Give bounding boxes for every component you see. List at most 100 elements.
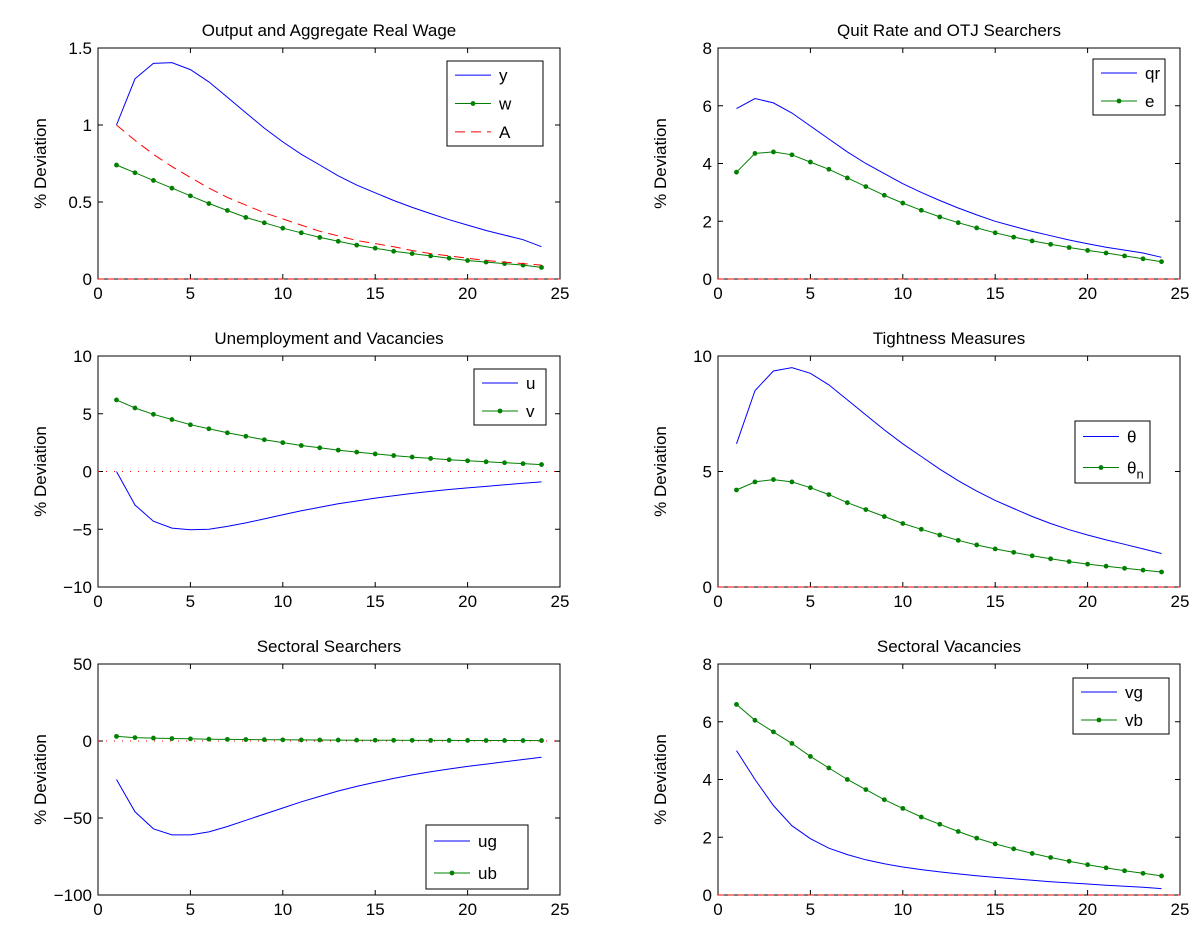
series-line-0 [736,97,1162,258]
data-point [881,514,887,519]
legend-label: vb [1125,711,1143,730]
data-point [771,149,776,155]
data-point [372,451,378,457]
data-point [844,500,850,506]
data-point [280,737,286,743]
data-point [974,542,980,548]
legend-box [1072,677,1170,735]
data-point [391,248,397,254]
data-point [1140,870,1146,876]
data-point [1140,567,1146,573]
data-point [881,797,887,803]
data-point [335,737,341,743]
y-tick-label: −50 [63,809,92,828]
data-point [974,835,980,841]
y-tick-label: 10 [693,347,712,366]
x-tick-label: 15 [366,284,385,303]
data-point [446,255,452,261]
data-point [188,422,193,428]
data-point [771,477,776,482]
data-point [955,829,961,834]
x-tick-label: 0 [713,284,722,303]
data-point [1048,241,1054,247]
y-axis-label: % Deviation [651,426,670,517]
legend-marker [1116,98,1122,104]
y-tick-label: 0 [703,578,712,597]
y-tick-label: 6 [703,97,712,116]
subplot-4: Tightness Measures % Deviation 0 5 10 15 20 25 0… [651,329,1189,611]
data-point [881,192,887,198]
data-point [317,737,323,743]
legend-marker [470,101,476,106]
y-axis-label: % Deviation [31,734,50,825]
data-point [1029,238,1035,244]
y-tick-label: 6 [703,713,712,732]
data-point [114,733,119,739]
data-point [409,454,415,460]
data-point [1085,248,1090,253]
data-point [1011,549,1017,555]
data-point [1011,234,1017,240]
data-point [261,737,267,743]
x-tick-label: 5 [806,900,815,919]
data-point [539,265,544,270]
data-point [1066,858,1072,864]
data-point [206,736,212,742]
data-point [539,462,544,467]
subplot-6: Sectoral Vacancies % Deviation 0 5 10 15 20 25 0… [651,637,1189,919]
data-point [169,417,175,422]
y-axis-label: % Deviation [651,118,670,209]
data-point [372,737,378,743]
legend-label: θ [1127,428,1136,447]
y-tick-label: 1 [83,116,92,135]
data-point [1085,561,1090,567]
legend-box [473,368,547,426]
data-point [298,737,304,743]
data-point [354,737,360,743]
data-point [243,433,249,439]
series-line-1 [736,479,1162,573]
y-tick-label: 5 [703,463,712,482]
data-point [808,754,813,759]
data-point [169,185,175,191]
data-point [1103,865,1109,871]
legend: ywA [446,60,544,147]
data-point [465,738,470,743]
data-point [465,458,470,464]
data-point [808,485,813,491]
x-tick-label: 10 [893,284,912,303]
data-point [132,405,138,411]
data-point [752,150,758,156]
legend-marker [1098,465,1104,470]
series-line-0 [116,471,542,531]
data-point [974,225,980,231]
data-point [734,487,739,493]
x-tick-label: 20 [458,284,477,303]
data-point [335,238,341,244]
data-point [1122,253,1127,259]
data-point [789,741,795,746]
y-tick-label: 0 [83,463,92,482]
data-point [520,461,526,467]
data-point [752,479,758,485]
x-tick-label: 15 [986,592,1005,611]
legend-label: ug [478,832,497,851]
chart-title: Unemployment and Vacancies [214,329,443,348]
data-point [354,449,360,455]
data-point [428,456,434,461]
data-point [261,220,267,226]
legend-label: vg [1125,683,1143,702]
x-tick-label: 25 [1171,900,1190,919]
data-point [1029,851,1035,856]
data-point [446,738,452,743]
data-point [391,453,397,458]
legend: vg vb [1072,677,1170,735]
data-point [900,200,906,206]
data-point [752,717,758,723]
data-point [918,526,924,532]
data-point [734,702,739,707]
legend-box [1074,420,1151,484]
legend-label: v [526,402,535,421]
data-point [428,253,434,259]
x-tick-label: 25 [1171,284,1190,303]
